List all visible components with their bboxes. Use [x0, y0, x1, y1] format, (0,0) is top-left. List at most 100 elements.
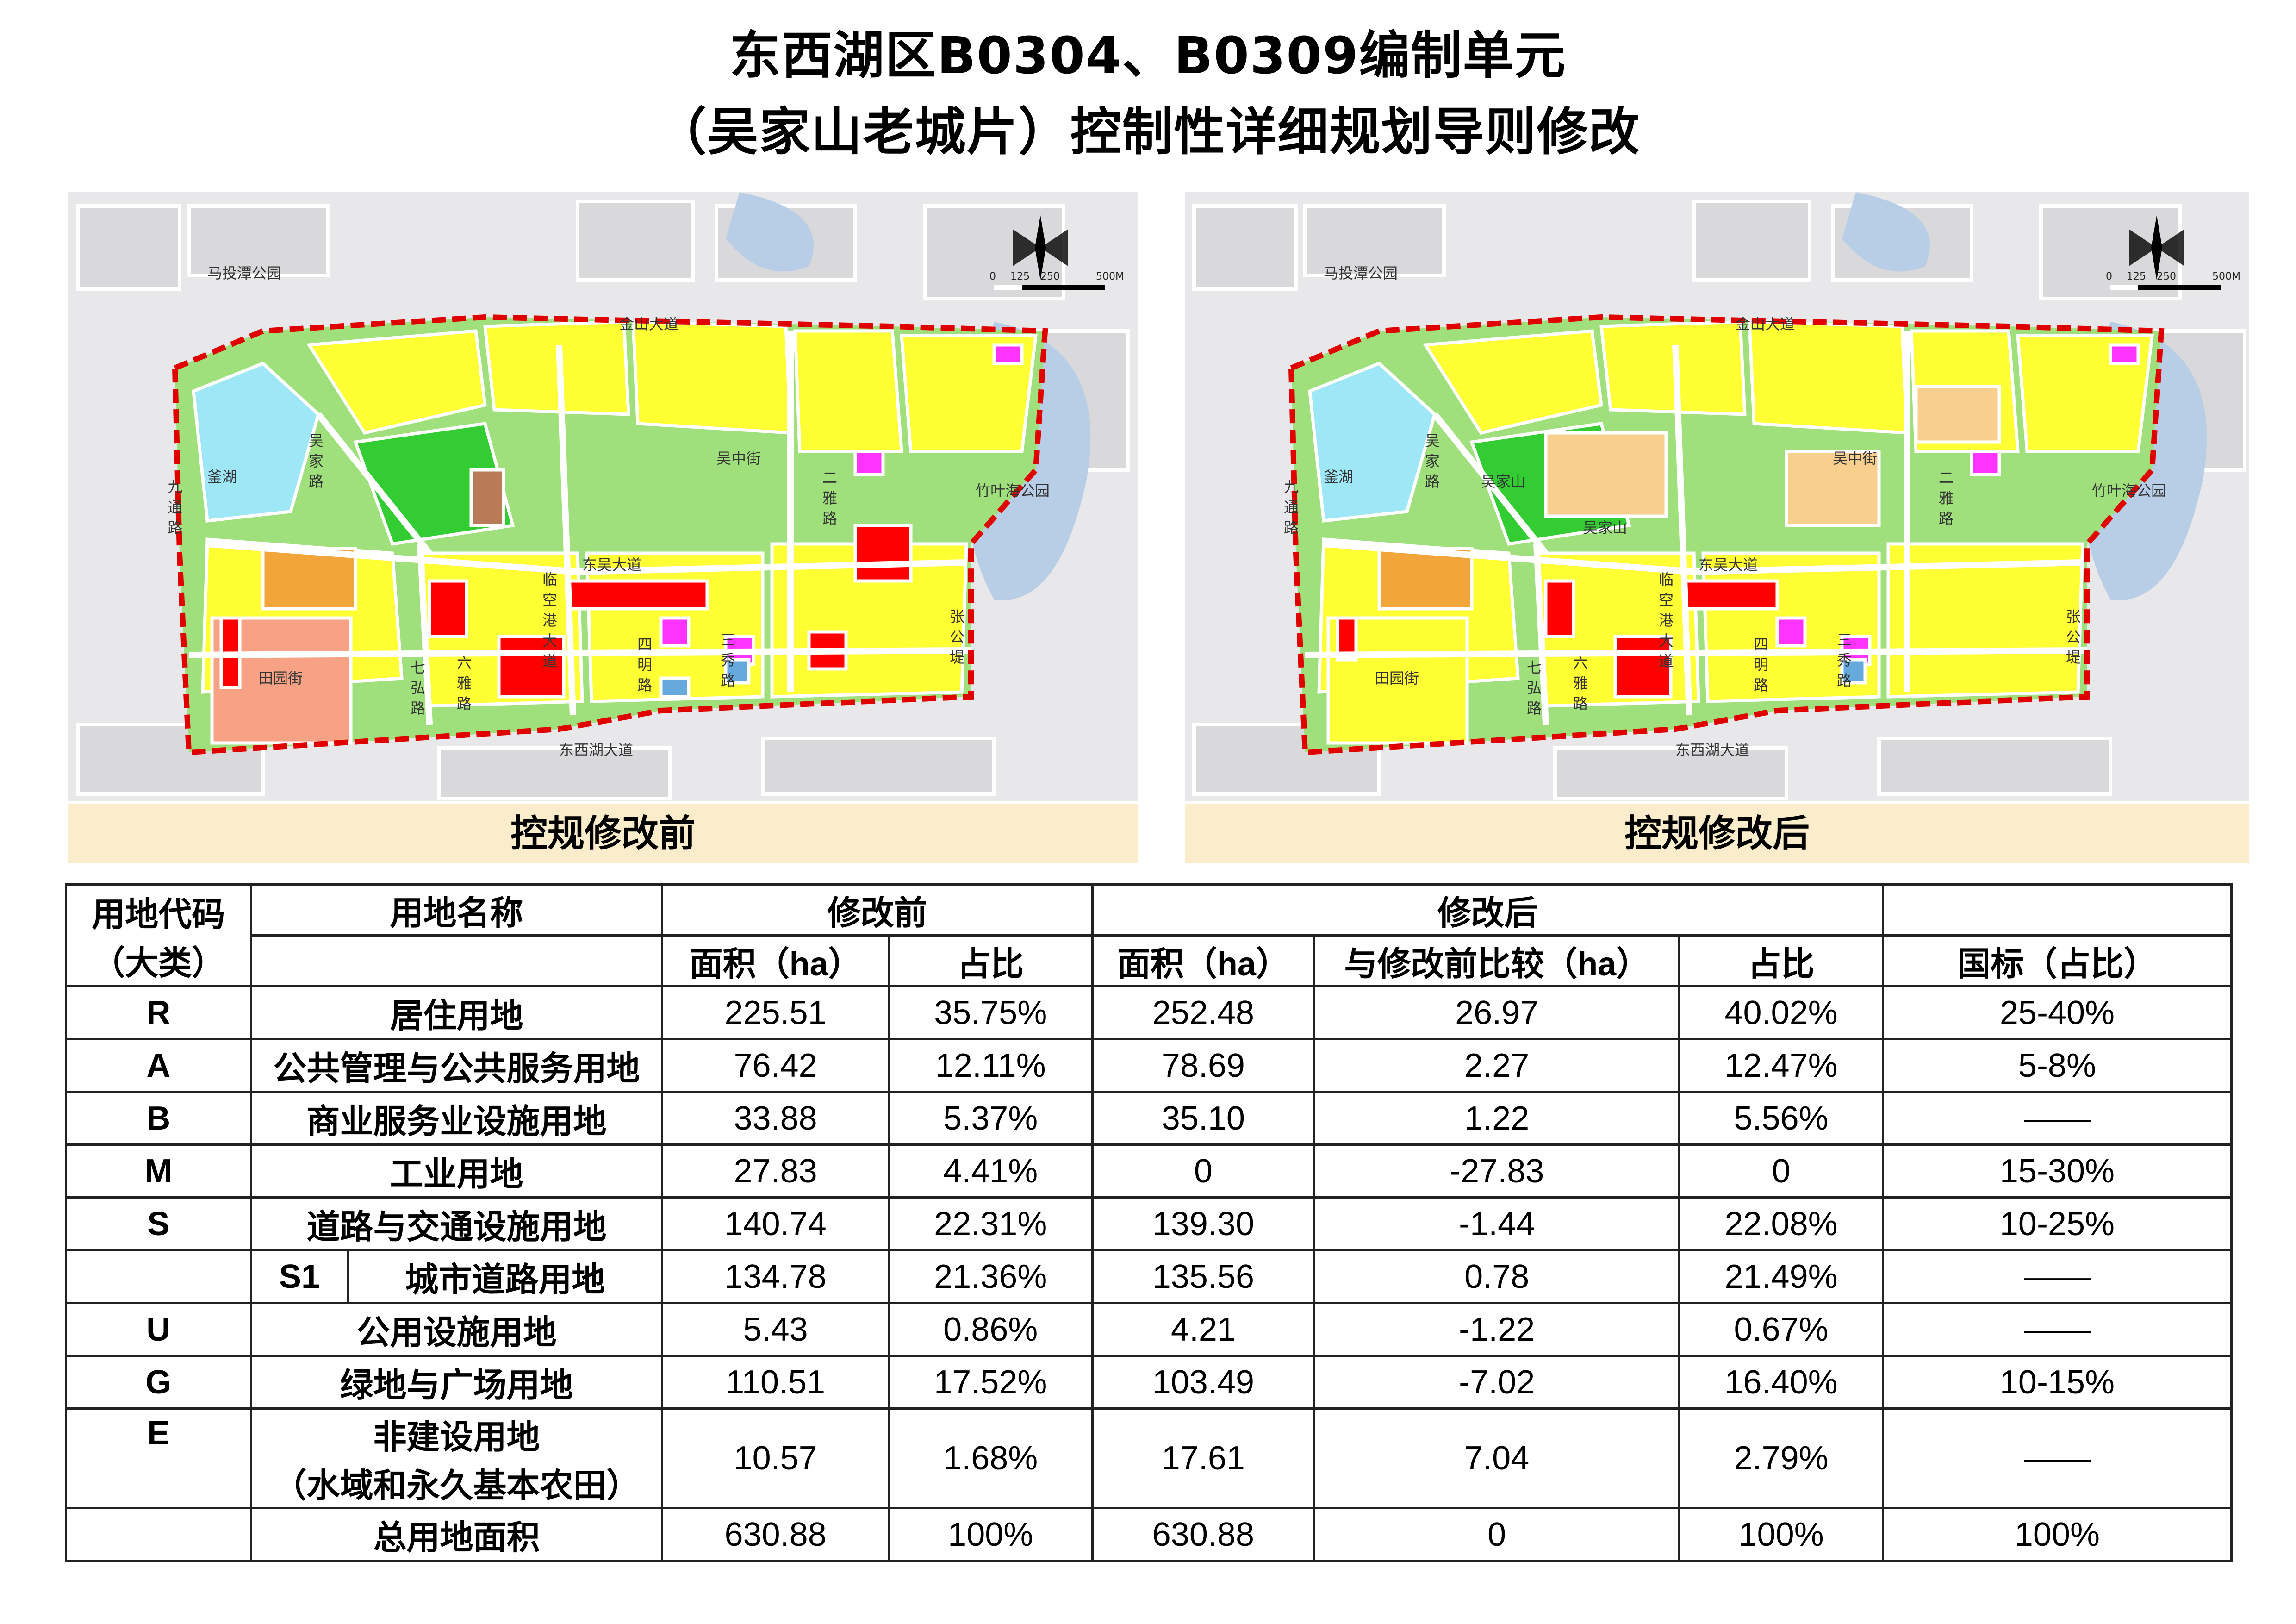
cell-ratio-before: 0.86%: [887, 1302, 1094, 1357]
cell-area-before: 225.51: [661, 985, 890, 1040]
cell-code: G: [65, 1355, 252, 1410]
cell-ratio-after: 0.67%: [1678, 1302, 1884, 1357]
label-road-qiong: 七弘路: [408, 660, 426, 721]
scale-250: 250: [2157, 271, 2176, 282]
label-road-linkong: 临空港大道: [540, 572, 558, 674]
cell-code: B: [65, 1091, 252, 1146]
cell-national: 10-25%: [1881, 1196, 2233, 1251]
cell-ratio-before: 5.37%: [887, 1091, 1094, 1146]
label-road-simin: 四明路: [635, 637, 653, 698]
label-road-east: 东吴大道: [582, 556, 642, 574]
cell-ratio-after: 21.49%: [1678, 1249, 1884, 1304]
cell-diff: 26.97: [1313, 985, 1681, 1040]
cell-subcode: S1: [249, 1249, 349, 1304]
cell-area-before: 134.78: [661, 1249, 890, 1304]
label-road-jiu: 九通路: [165, 479, 183, 540]
cell-area-after: 139.30: [1091, 1196, 1316, 1251]
title-line-1: 东西湖区B0304、B0309编制单元: [729, 26, 1567, 85]
land-use-map-before: [68, 192, 1138, 801]
label-road-wujia: 吴家路: [1423, 433, 1440, 494]
cell-name: 道路与交通设施用地: [249, 1196, 664, 1251]
cell-diff: 2.27: [1313, 1038, 1681, 1093]
cell-ratio-after: 0: [1678, 1143, 1884, 1199]
table-row: B 商业服务业设施用地 33.88 5.37% 35.10 1.22 5.56%…: [65, 1091, 2233, 1146]
cell-area-after: 4.21: [1091, 1302, 1316, 1357]
cell-national: ——: [1881, 1302, 2233, 1357]
table-row: S1 城市道路用地 134.78 21.36% 135.56 0.78 21.4…: [65, 1249, 2233, 1304]
header-compare: 与修改前比较（ha）: [1313, 934, 1681, 987]
cell-ratio-before: 35.75%: [887, 985, 1094, 1040]
cell-ratio-after: 100%: [1678, 1507, 1884, 1562]
cell-area-after: 135.56: [1091, 1249, 1316, 1304]
cell-ratio-before: 21.36%: [887, 1249, 1094, 1304]
label-road-north: 金山大道: [619, 315, 679, 333]
cell-national: 25-40%: [1881, 985, 2233, 1040]
cell-national: ——: [1881, 1407, 2233, 1509]
scale-125: 125: [2127, 271, 2146, 282]
map-after: 马投潭公园 金山大道 釜湖 吴家山 吴家山 吴中街 九通路 东吴大道 田园街 七…: [1185, 192, 2249, 863]
label-road-zhang: 张公堤: [947, 609, 965, 670]
cell-area-before: 5.43: [661, 1302, 890, 1357]
cell-code: M: [65, 1143, 252, 1199]
cell-ratio-after: 22.08%: [1678, 1196, 1884, 1251]
table-row: S 道路与交通设施用地 140.74 22.31% 139.30 -1.44 2…: [65, 1196, 2233, 1251]
cell-area-after: 630.88: [1091, 1507, 1316, 1562]
header-blank: [1881, 883, 2233, 937]
header-before: 修改前: [661, 883, 1094, 937]
cell-area-after: 103.49: [1091, 1355, 1316, 1410]
cell-code: [65, 1507, 252, 1562]
label-park-east: 竹叶海公园: [976, 482, 1050, 500]
cell-diff: 1.22: [1313, 1091, 1681, 1146]
cell-code: A: [65, 1038, 252, 1093]
cell-national: 15-30%: [1881, 1143, 2233, 1199]
header-ratio-before: 占比: [887, 934, 1094, 987]
label-road-wuzhong: 吴中街: [1833, 450, 1878, 467]
cell-diff: -7.02: [1313, 1355, 1681, 1410]
header-code: 用地代码 （大类）: [65, 883, 252, 987]
label-road-sanmin: 三秀路: [718, 632, 736, 693]
cell-ratio-after: 16.40%: [1678, 1355, 1884, 1410]
header-area-before: 面积（ha）: [661, 934, 890, 987]
table-row: U 公用设施用地 5.43 0.86% 4.21 -1.22 0.67% ——: [65, 1302, 2233, 1357]
header-ratio-after: 占比: [1678, 934, 1884, 987]
label-road-qiong: 七弘路: [1524, 660, 1542, 721]
label-road-simin: 四明路: [1751, 637, 1769, 698]
cell-area-before: 630.88: [661, 1507, 890, 1562]
label-road-east: 东吴大道: [1699, 556, 1758, 574]
cell-code: S: [65, 1196, 252, 1251]
header-name: 用地名称: [249, 883, 664, 937]
map-before: 马投潭公园 金山大道 釜湖 吴中街 九通路 东吴大道 田园街 七弘路 临空港大道…: [68, 192, 1138, 863]
table-row-total: 总用地面积 630.88 100% 630.88 0 100% 100%: [65, 1507, 2233, 1562]
label-park-north: 马投潭公园: [1324, 264, 1398, 282]
label-road-liu: 六雅路: [454, 655, 472, 716]
cell-code: [65, 1249, 252, 1304]
label-road-liu: 六雅路: [1571, 655, 1588, 716]
cell-area-before: 27.83: [661, 1143, 890, 1199]
label-road-north: 金山大道: [1736, 315, 1795, 333]
cell-diff: -27.83: [1313, 1143, 1681, 1199]
label-lake: 釜湖: [207, 468, 237, 486]
table-row: E 非建设用地 （水域和永久基本农田） 10.57 1.68% 17.61 7.0…: [65, 1407, 2233, 1509]
label-road-tianyuan: 田园街: [258, 669, 303, 687]
cell-area-before: 76.42: [661, 1038, 890, 1093]
label-road-tianyuan: 田园街: [1375, 669, 1419, 687]
header-after: 修改后: [1091, 883, 1884, 937]
cell-name: 城市道路用地: [347, 1249, 664, 1304]
cell-ratio-before: 4.41%: [887, 1143, 1094, 1199]
label-mountain-2: 吴家山: [1583, 519, 1628, 537]
cell-name: 居住用地: [249, 985, 664, 1040]
cell-diff: -1.22: [1313, 1302, 1681, 1357]
cell-national: ——: [1881, 1091, 2233, 1146]
cell-area-after: 17.61: [1091, 1407, 1316, 1509]
cell-national: 5-8%: [1881, 1038, 2233, 1093]
cell-ratio-before: 1.68%: [887, 1407, 1094, 1509]
cell-code: U: [65, 1302, 252, 1357]
cell-name: 商业服务业设施用地: [249, 1091, 664, 1146]
cell-area-after: 35.10: [1091, 1091, 1316, 1146]
cell-national: 10-15%: [1881, 1355, 2233, 1410]
land-use-map-after: [1185, 192, 2249, 801]
label-road-erya: 二雅路: [820, 470, 838, 531]
label-road-erya: 二雅路: [1936, 470, 1954, 531]
table-row: M 工业用地 27.83 4.41% 0 -27.83 0 15-30%: [65, 1143, 2233, 1199]
land-use-table: 用地代码 （大类） 用地名称 修改前 修改后 面积（ha） 占比 面积（ha） 与…: [65, 883, 2233, 1562]
